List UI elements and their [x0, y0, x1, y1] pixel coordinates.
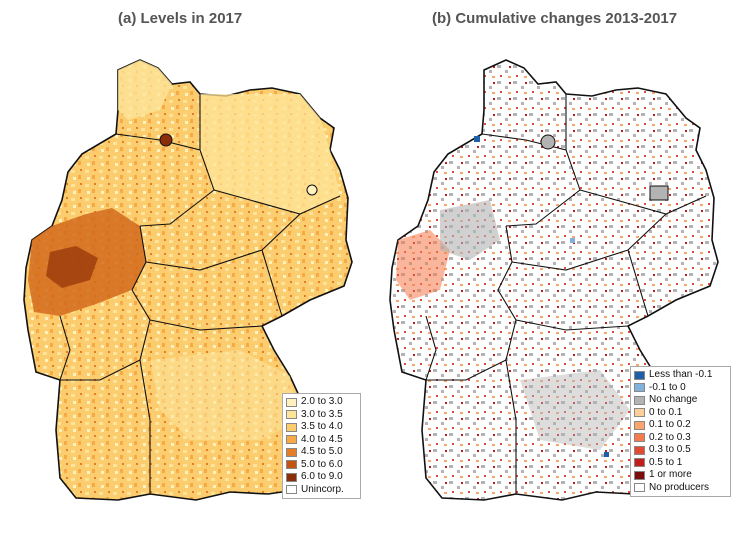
- light-region-north-a: [118, 60, 172, 120]
- legend-item: 3.0 to 3.5: [286, 409, 356, 422]
- legend-label: 3.0 to 3.5: [301, 408, 343, 420]
- decrease-spot-b: [570, 238, 575, 243]
- light-region-south-a: [150, 350, 300, 440]
- legend-swatch: [634, 383, 645, 393]
- legend-swatch: [634, 420, 645, 430]
- legend-swatch: [634, 470, 645, 480]
- red-cluster-west-b: [396, 230, 450, 300]
- very-high-spot-a: [46, 246, 98, 288]
- state-borders-b: [425, 94, 707, 494]
- decrease-spot-b: [474, 136, 480, 142]
- legend-swatch: [286, 397, 297, 407]
- legend-label: Unincorp.: [301, 483, 344, 495]
- legend-item: Less than -0.1: [634, 369, 726, 382]
- map-a: [23, 59, 353, 501]
- legend-swatch: [286, 422, 297, 432]
- legend-item: No change: [634, 394, 726, 407]
- legend-item: 1 or more: [634, 469, 726, 482]
- legend-swatch: [634, 370, 645, 380]
- decrease-spot-b: [604, 452, 609, 457]
- legend-swatch: [286, 460, 297, 470]
- legend-swatch: [286, 472, 297, 482]
- legend-label: 0.2 to 0.3: [649, 431, 691, 443]
- legend-label: 6.0 to 9.0: [301, 471, 343, 483]
- city-hamburg-a: [159, 133, 173, 147]
- legend-swatch: [286, 410, 297, 420]
- legend-label: 0 to 0.1: [649, 406, 683, 418]
- legend-label: 0.3 to 0.5: [649, 444, 691, 456]
- legend-item: 2.0 to 3.0: [286, 396, 356, 409]
- legend-item: 5.0 to 6.0: [286, 459, 356, 472]
- legend-item: 0 to 0.1: [634, 407, 726, 420]
- legend-label: 4.5 to 5.0: [301, 446, 343, 458]
- legend-swatch: [286, 435, 297, 445]
- legend-item: 0.5 to 1: [634, 457, 726, 470]
- legend-label: 3.5 to 4.0: [301, 421, 343, 433]
- city-hamburg-b: [540, 134, 556, 150]
- legend-label: 2.0 to 3.0: [301, 396, 343, 408]
- legend-item: 0.2 to 0.3: [634, 432, 726, 445]
- legend-item: 4.5 to 5.0: [286, 446, 356, 459]
- legend-swatch: [634, 433, 645, 443]
- legend-label: No producers: [649, 481, 710, 493]
- legend-item: -0.1 to 0: [634, 382, 726, 395]
- legend-item: 3.5 to 4.0: [286, 421, 356, 434]
- legend-label: 5.0 to 6.0: [301, 458, 343, 470]
- legend-label: -0.1 to 0: [649, 381, 686, 393]
- legend-swatch: [634, 483, 645, 493]
- legend-item: 6.0 to 9.0: [286, 471, 356, 484]
- panel-b-title: (b) Cumulative changes 2013-2017: [432, 10, 678, 27]
- legend-swatch: [286, 485, 297, 495]
- legend-label: 0.5 to 1: [649, 456, 683, 468]
- legend-swatch: [286, 447, 297, 457]
- legend-item: No producers: [634, 482, 726, 495]
- legend-swatch: [634, 458, 645, 468]
- legend-a: 2.0 to 3.0 3.0 to 3.5 3.5 to 4.0 4.0 to 4.5…: [282, 393, 361, 499]
- state-borders-a: [59, 94, 341, 494]
- legend-b: Less than -0.1 -0.1 to 0 No change 0 to 0.1…: [630, 366, 731, 497]
- legend-label: Less than -0.1: [649, 369, 713, 381]
- legend-label: 1 or more: [649, 469, 692, 481]
- legend-label: No change: [649, 394, 698, 406]
- legend-label: 4.0 to 4.5: [301, 433, 343, 445]
- city-berlin-b: [649, 185, 669, 201]
- gray-cluster-south-b: [520, 370, 630, 450]
- gray-cluster-west-b: [440, 200, 500, 260]
- light-region-ne-a: [200, 94, 340, 214]
- legend-swatch: [634, 395, 645, 405]
- legend-item: Unincorp.: [286, 484, 356, 497]
- legend-swatch: [634, 445, 645, 455]
- city-berlin-a: [306, 184, 318, 196]
- panel-a-title: (a) Levels in 2017: [118, 10, 243, 27]
- legend-label: 0.1 to 0.2: [649, 419, 691, 431]
- legend-item: 0.3 to 0.5: [634, 444, 726, 457]
- legend-swatch: [634, 408, 645, 418]
- legend-item: 4.0 to 4.5: [286, 434, 356, 447]
- legend-item: 0.1 to 0.2: [634, 419, 726, 432]
